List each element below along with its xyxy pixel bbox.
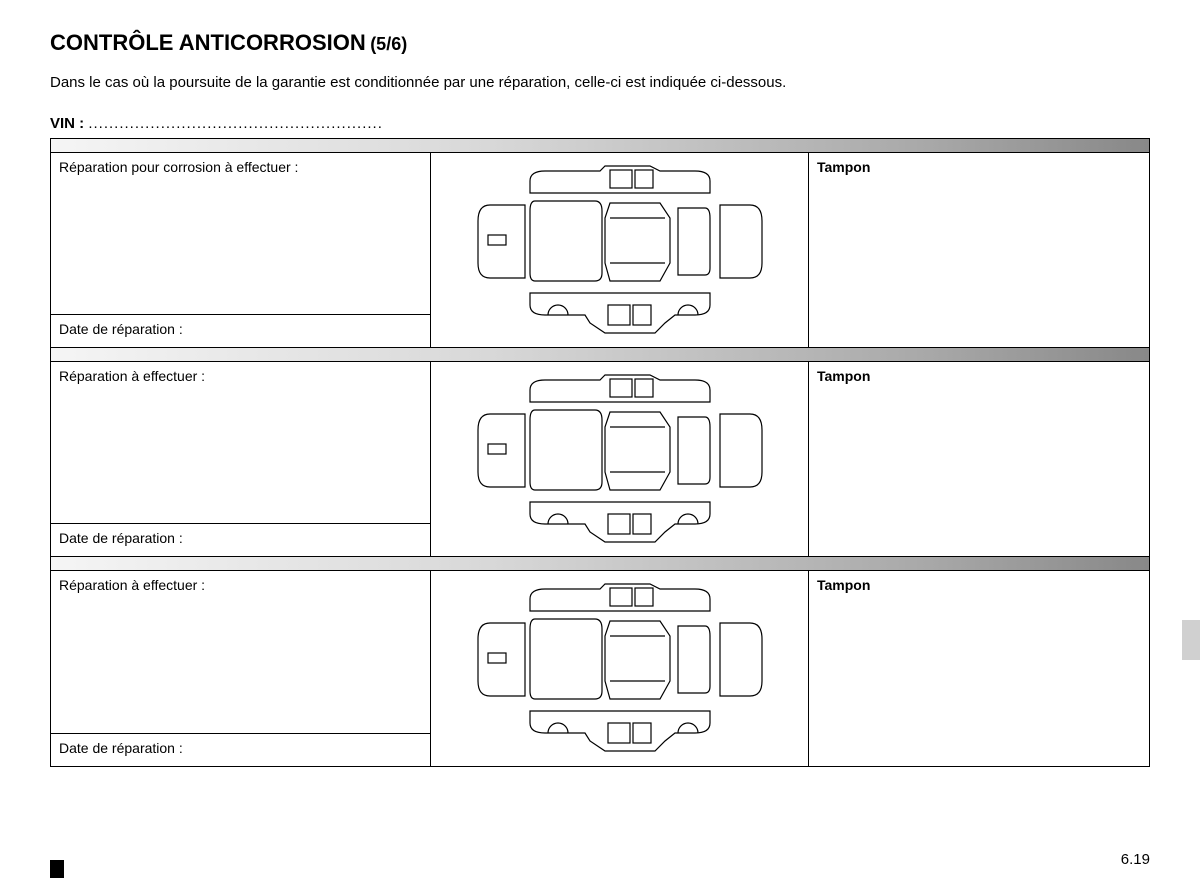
separator-bar [51,348,1149,362]
car-diagram-cell [431,153,809,347]
page-title-row: CONTRÔLE ANTICORROSION (5/6) [50,30,1150,56]
repair-block: Réparation pour corrosion à effectuer : … [51,153,1149,348]
page-indicator: (5/6) [370,34,407,54]
car-unfolded-icon [470,581,770,756]
footer-black-mark [50,860,64,878]
vin-value-blank[interactable]: ........................................… [88,115,383,132]
page-title: CONTRÔLE ANTICORROSION [50,30,366,55]
stamp-cell[interactable]: Tampon [809,571,1149,766]
repair-date-cell[interactable]: Date de réparation : [51,734,430,766]
stamp-cell[interactable]: Tampon [809,362,1149,556]
stamp-cell[interactable]: Tampon [809,153,1149,347]
repair-block: Réparation à effectuer : Date de réparat… [51,362,1149,557]
car-diagram-cell [431,571,809,766]
vin-label: VIN : [50,115,84,132]
left-column: Réparation à effectuer : Date de réparat… [51,571,431,766]
anticorrosion-form: Réparation pour corrosion à effectuer : … [50,138,1150,767]
repair-label-cell[interactable]: Réparation à effectuer : [51,571,430,734]
repair-block: Réparation à effectuer : Date de réparat… [51,571,1149,766]
separator-bar [51,139,1149,153]
page-number: 6.19 [1121,851,1150,868]
repair-date-cell[interactable]: Date de réparation : [51,315,430,347]
car-unfolded-icon [470,372,770,547]
repair-label-cell[interactable]: Réparation à effectuer : [51,362,430,524]
intro-text: Dans le cas où la poursuite de la garant… [50,74,1150,91]
vin-row: VIN : ..................................… [50,115,1150,132]
left-column: Réparation pour corrosion à effectuer : … [51,153,431,347]
car-unfolded-icon [470,163,770,338]
side-tab [1182,620,1200,660]
separator-bar [51,557,1149,571]
repair-date-cell[interactable]: Date de réparation : [51,524,430,556]
left-column: Réparation à effectuer : Date de réparat… [51,362,431,556]
car-diagram-cell [431,362,809,556]
repair-label-cell[interactable]: Réparation pour corrosion à effectuer : [51,153,430,315]
